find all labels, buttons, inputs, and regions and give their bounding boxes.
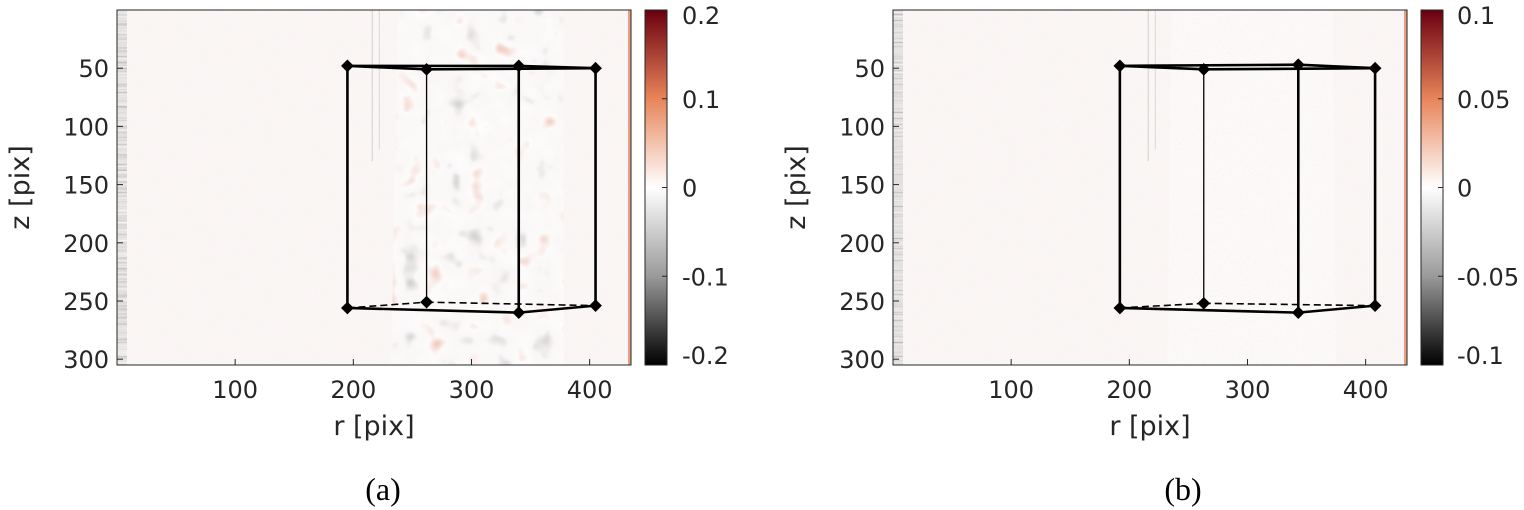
y-tick-label: 50	[78, 55, 109, 83]
y-tick-label: 200	[63, 230, 109, 258]
cube-vertex-marker	[420, 295, 433, 309]
cube-edge-dashed	[426, 301, 596, 307]
x-axis-label: r [pix]	[1109, 411, 1190, 442]
cube-edge-dashed	[347, 301, 427, 309]
cube-edge-dashed	[1203, 302, 1376, 307]
x-tick-label: 100	[212, 376, 258, 404]
heatmap-edge-band	[893, 10, 903, 365]
heatmap-right-edge	[1404, 10, 1407, 365]
cube-overlay	[341, 59, 602, 319]
colorbar-tick-label: -0.1	[1457, 342, 1504, 370]
x-tick-label: 200	[330, 376, 376, 404]
y-tick-label: 300	[63, 346, 109, 374]
y-tick-label: 200	[839, 230, 885, 258]
colorbar-tick-label: 0	[682, 175, 697, 203]
cube-edge-solid	[1298, 63, 1376, 70]
x-axis-label: r [pix]	[333, 411, 414, 442]
x-tick-label: 100	[988, 376, 1034, 404]
y-tick-label: 100	[63, 113, 109, 141]
x-tick-label: 300	[1225, 376, 1271, 404]
heatmap-image	[893, 10, 1407, 365]
heatmap-right-edge	[628, 10, 631, 365]
panel-b: 100 200 300 400 50 100 150 200 250 300 r [pix] z [p…	[781, 2, 1519, 507]
x-tick-label: 400	[1343, 376, 1389, 404]
colorbar-tick-label: -0.2	[682, 342, 729, 370]
colorbar-tick-label: 0	[1457, 175, 1472, 203]
x-tick-label: 400	[567, 376, 613, 404]
y-tick-label: 150	[839, 172, 885, 200]
cube-vertex-marker	[420, 62, 433, 76]
panel-caption: (a)	[365, 471, 401, 507]
cube-edge-solid	[1119, 63, 1299, 68]
colorbar-tick-label: 0.05	[1457, 86, 1510, 114]
y-tick-label: 50	[854, 55, 885, 83]
panel-caption: (b)	[1164, 471, 1201, 507]
cube-edge-solid	[347, 306, 519, 314]
panel-a: 100 200 300 400 50 100 150 200 250 300 r [pix] z [p…	[5, 2, 729, 507]
cube-edge-solid	[1298, 304, 1376, 314]
cube-vertex-marker	[341, 301, 354, 315]
colorbar-tick-label: -0.1	[682, 263, 729, 291]
y-axis-label: z [pix]	[5, 145, 36, 229]
cube-edge-dashed	[1119, 302, 1204, 309]
x-tick-label: 300	[449, 376, 495, 404]
cube-edge-solid	[1203, 66, 1376, 71]
y-tick-label: 150	[63, 172, 109, 200]
plot-frame	[116, 9, 632, 366]
colorbar-tick-label: 0.1	[682, 86, 720, 114]
y-tick-label: 250	[839, 288, 885, 316]
colorbar-tick-label: 0.2	[682, 2, 720, 30]
heatmap-edge-band	[117, 10, 127, 365]
y-tick-label: 250	[63, 288, 109, 316]
colorbar-tick-label: -0.05	[1457, 263, 1519, 291]
x-tick-label: 200	[1106, 376, 1152, 404]
cube-vertex-marker	[341, 59, 354, 73]
cube-edge-solid	[1119, 306, 1299, 314]
cube-edge-solid	[518, 64, 596, 70]
y-tick-label: 300	[839, 346, 885, 374]
cube-edge-solid	[518, 304, 596, 314]
heatmap-image	[117, 10, 631, 365]
plot-frame	[892, 9, 1408, 366]
y-axis-label: z [pix]	[781, 145, 812, 229]
cube-overlay	[1113, 58, 1382, 319]
colorbar-tick-label: 0.1	[1457, 2, 1495, 30]
y-tick-label: 100	[839, 113, 885, 141]
